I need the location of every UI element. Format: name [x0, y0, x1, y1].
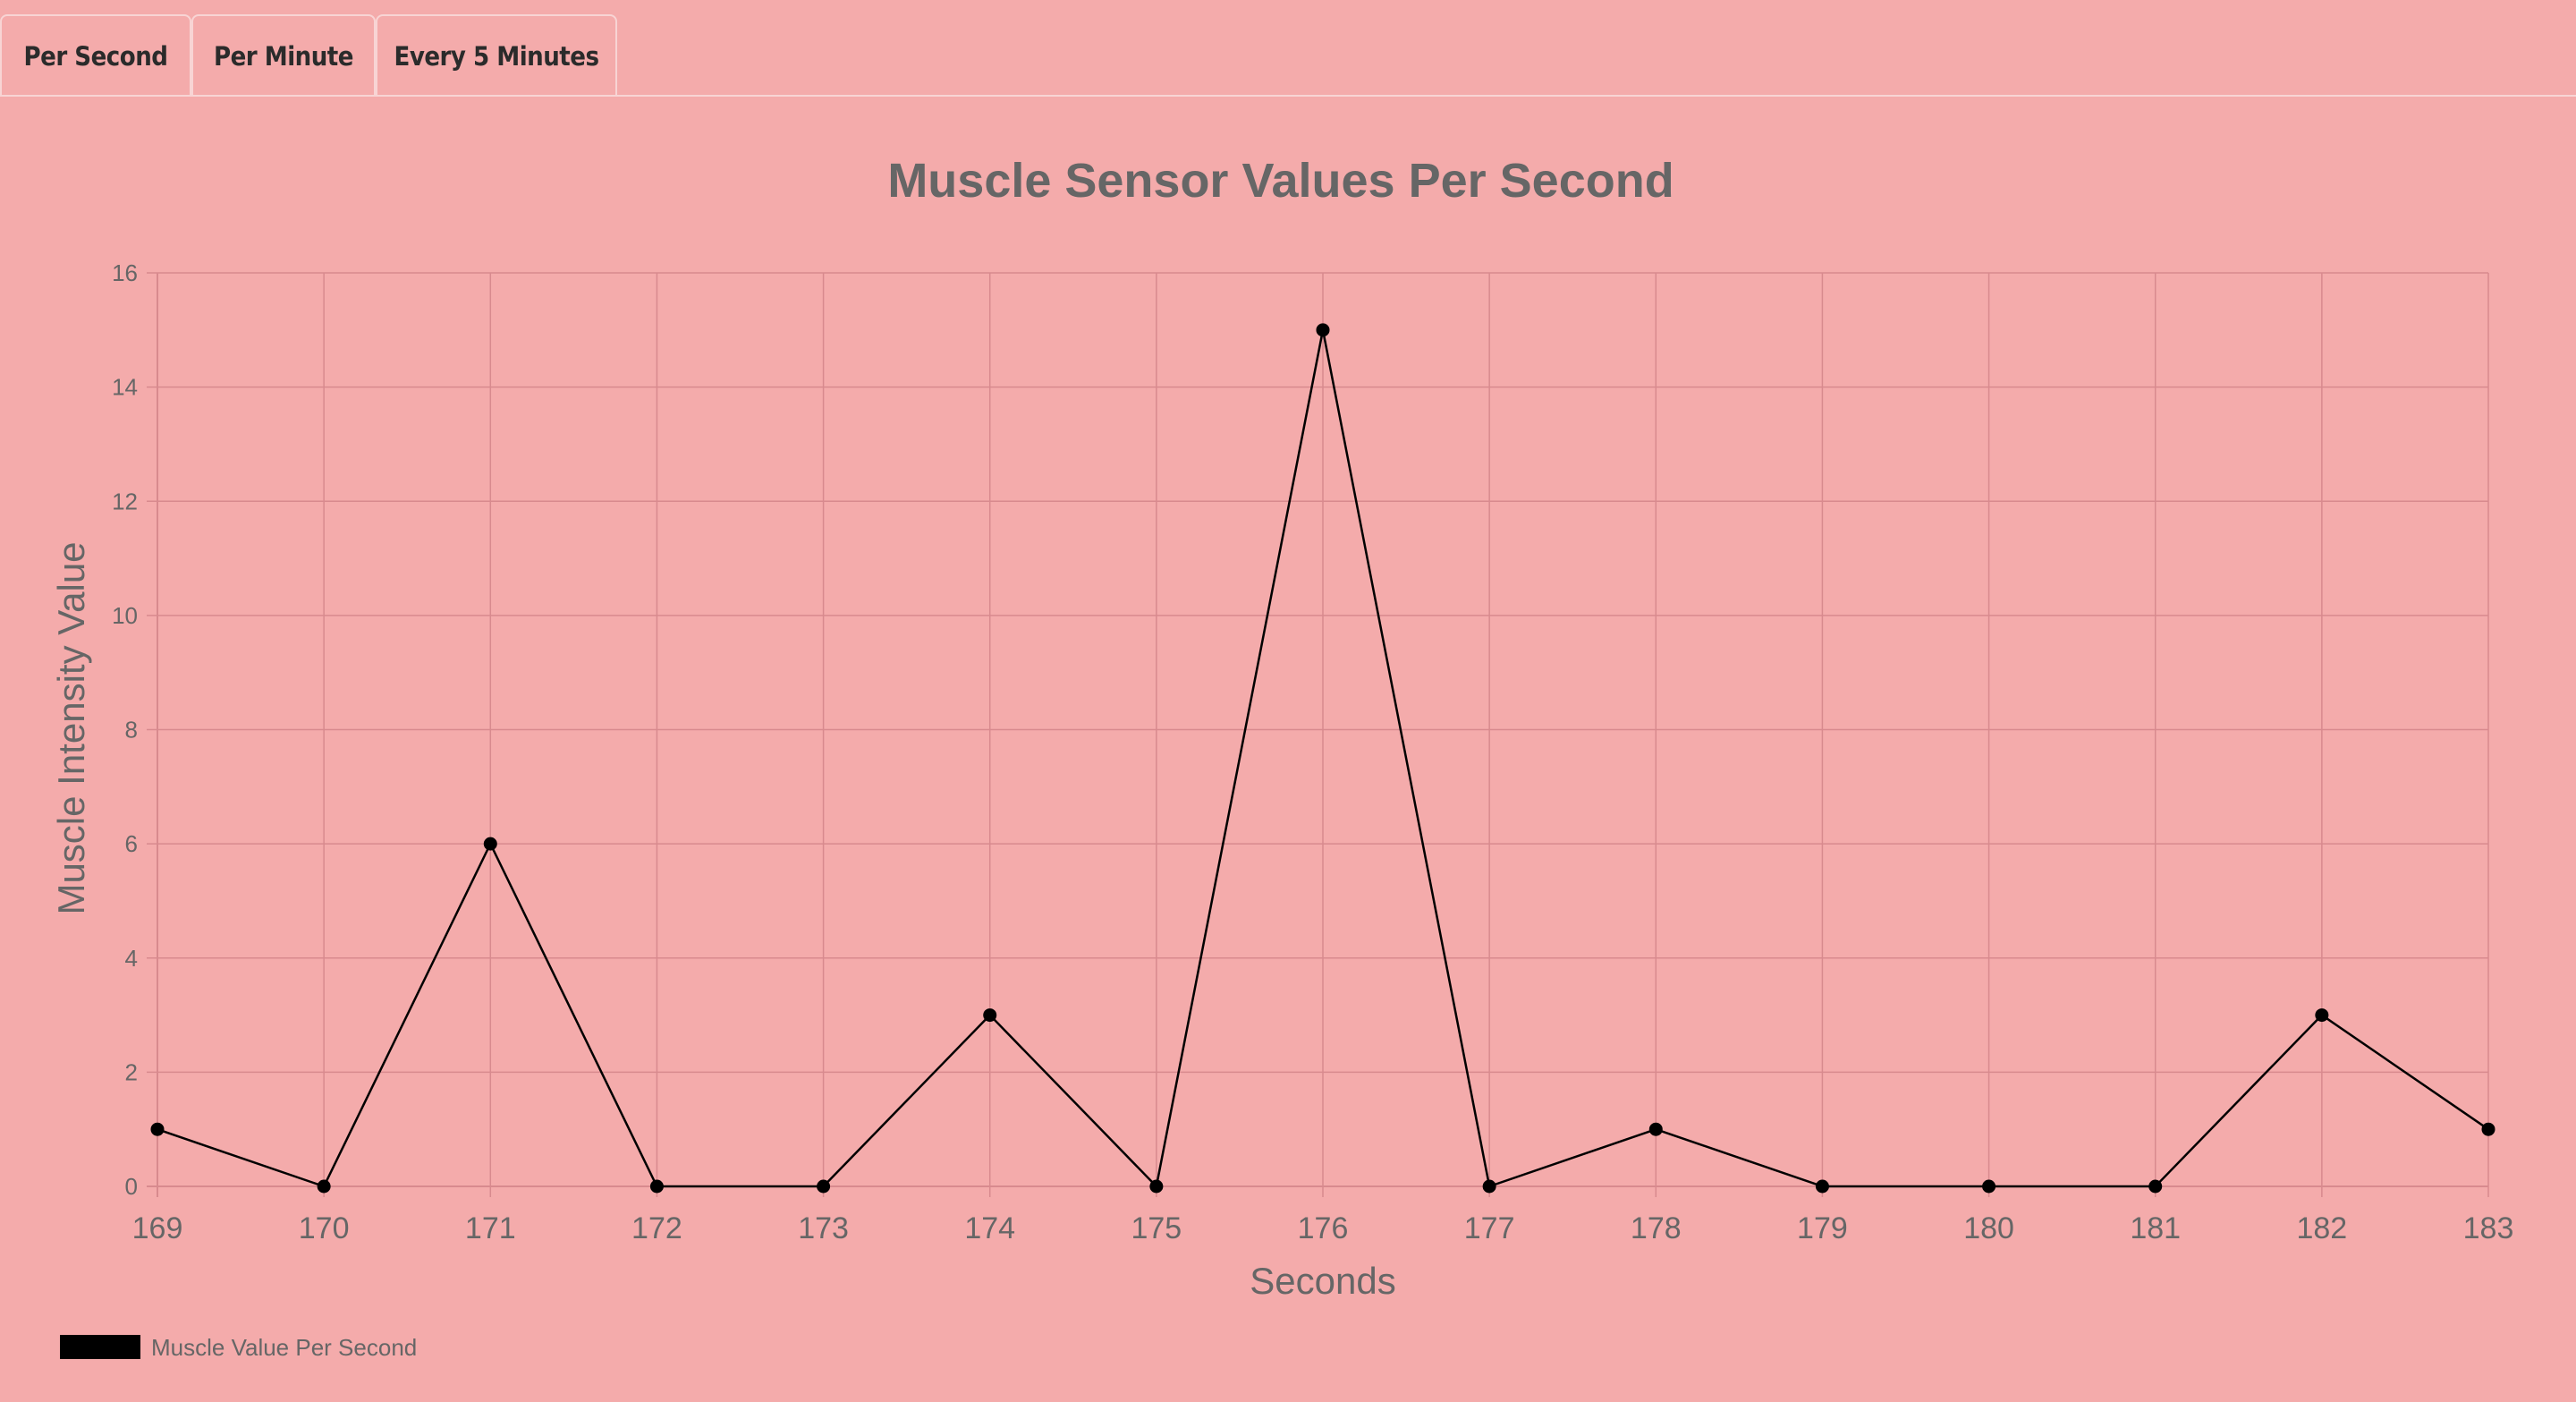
- data-point[interactable]: [2148, 1179, 2163, 1194]
- legend-swatch: [60, 1335, 140, 1359]
- x-axis-label: Seconds: [1250, 1260, 1395, 1302]
- x-tick-label: 176: [1298, 1211, 1349, 1245]
- data-point[interactable]: [1815, 1179, 1829, 1194]
- data-point[interactable]: [817, 1179, 831, 1194]
- data-point[interactable]: [649, 1179, 664, 1194]
- legend[interactable]: Muscle Value Per Second: [60, 1334, 417, 1361]
- x-tick-label: 180: [1963, 1211, 2014, 1245]
- data-point[interactable]: [317, 1179, 331, 1194]
- x-tick-label: 173: [798, 1211, 849, 1245]
- x-tick-label: 183: [2463, 1211, 2514, 1245]
- y-tick-label: 8: [125, 717, 138, 743]
- x-tick-label: 177: [1464, 1211, 1515, 1245]
- data-point[interactable]: [1982, 1179, 1996, 1194]
- data-point[interactable]: [1482, 1179, 1496, 1194]
- grid: [147, 272, 2489, 1197]
- y-tick-label: 2: [125, 1058, 138, 1085]
- data-points: [150, 323, 2496, 1194]
- x-tick-label: 182: [2296, 1211, 2347, 1245]
- data-point[interactable]: [150, 1122, 165, 1136]
- data-point[interactable]: [1648, 1122, 1663, 1136]
- y-tick-label: 16: [112, 259, 138, 286]
- tab-every-5-minutes[interactable]: Every 5 Minutes: [376, 14, 617, 97]
- tab-per-second[interactable]: Per Second: [0, 14, 191, 97]
- y-tick-label: 6: [125, 830, 138, 857]
- chart-title: Muscle Sensor Values Per Second: [887, 154, 1674, 208]
- x-tick-label: 181: [2130, 1211, 2181, 1245]
- chart-panel: Muscle Sensor Values Per Second 0 2 4 6 8 10 1…: [0, 95, 2576, 1396]
- y-tick-label: 0: [125, 1173, 138, 1200]
- data-point[interactable]: [2315, 1008, 2329, 1023]
- x-tick-label: 174: [964, 1211, 1015, 1245]
- y-tick-label: 14: [112, 374, 138, 401]
- y-tick-label: 12: [112, 488, 138, 514]
- x-tick-label: 179: [1797, 1211, 1848, 1245]
- tab-per-minute[interactable]: Per Minute: [191, 14, 376, 97]
- y-tick-label: 10: [112, 602, 138, 629]
- y-axis-label: Muscle Intensity Value: [50, 541, 92, 914]
- y-tick-label: 4: [125, 945, 138, 972]
- data-point[interactable]: [1149, 1179, 1164, 1194]
- data-point[interactable]: [2481, 1122, 2496, 1136]
- legend-label: Muscle Value Per Second: [151, 1334, 417, 1361]
- x-tick-label: 178: [1631, 1211, 1682, 1245]
- data-point[interactable]: [1316, 323, 1330, 337]
- line-chart: Muscle Sensor Values Per Second 0 2 4 6 8 10 1…: [50, 154, 2513, 1361]
- x-tick-label: 169: [132, 1211, 183, 1245]
- data-point[interactable]: [483, 837, 497, 851]
- data-point[interactable]: [983, 1008, 997, 1023]
- tab-bar: Per Second Per Minute Every 5 Minutes: [0, 14, 617, 97]
- x-tick-label: 171: [465, 1211, 516, 1245]
- tick-labels: 0 2 4 6 8 10 12 14 16 169 170 171 172 173 174 175 176 177…: [112, 259, 2513, 1245]
- x-tick-label: 172: [631, 1211, 682, 1245]
- x-tick-label: 175: [1131, 1211, 1182, 1245]
- x-tick-label: 170: [299, 1211, 350, 1245]
